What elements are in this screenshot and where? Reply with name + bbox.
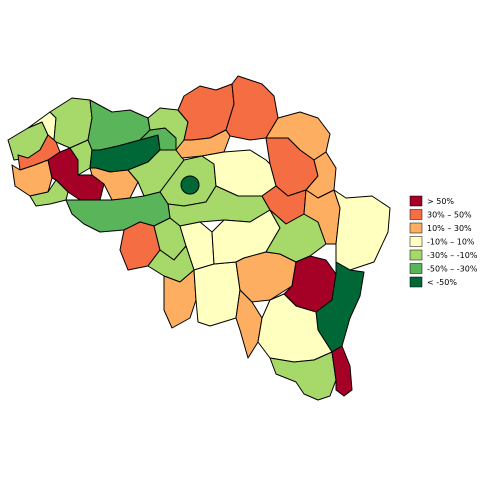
legend-label: 30% – 50% <box>427 211 472 220</box>
legend-swatch <box>409 195 423 207</box>
region <box>193 261 241 327</box>
region <box>65 191 171 233</box>
legend-label: -30% – -10% <box>427 251 478 260</box>
legend-swatch <box>409 249 423 261</box>
region <box>175 129 231 159</box>
region <box>163 269 197 329</box>
region <box>180 175 200 195</box>
region <box>331 345 353 397</box>
region <box>269 351 337 401</box>
legend-swatch <box>409 263 423 274</box>
legend-label: -50% – -30% <box>427 265 478 274</box>
legend-label: 10% – 30% <box>427 224 472 233</box>
legend-swatch <box>409 276 423 288</box>
legend-label: > 50% <box>427 197 454 206</box>
region <box>257 293 333 363</box>
map-legend: > 50% 30% – 50% 10% – 30% -10% – 10% -30% – … <box>409 195 478 288</box>
legend-swatch <box>409 209 423 220</box>
legend-label: -10% – 10% <box>427 238 475 247</box>
region <box>333 189 391 271</box>
region <box>29 179 69 207</box>
map-regions <box>7 75 391 401</box>
legend-swatch <box>409 222 423 234</box>
legend-swatch <box>409 236 423 247</box>
legend-label: < -50% <box>427 278 457 287</box>
region <box>235 289 263 359</box>
